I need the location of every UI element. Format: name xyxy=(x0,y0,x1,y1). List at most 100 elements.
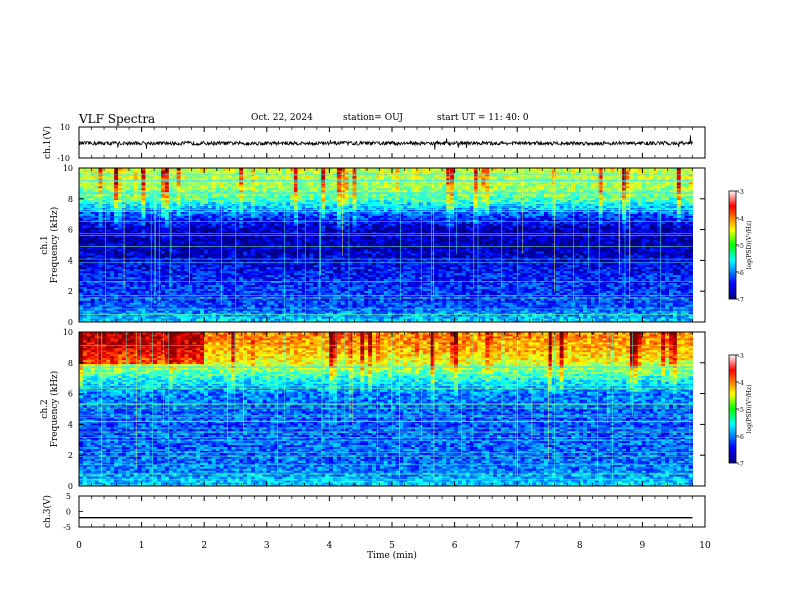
ch1-spectrogram-cell xyxy=(215,233,221,236)
ch1-spectrogram-cell xyxy=(145,229,150,232)
ch1-spectrogram-cell xyxy=(90,310,96,313)
ch1-spectrogram-cell xyxy=(102,292,107,295)
ch1-spectrogram-cell xyxy=(184,254,189,258)
ch1-spectrogram-cell xyxy=(110,241,115,244)
ch1-spectrogram-cell xyxy=(176,268,182,272)
ch1-spectrogram-cell xyxy=(133,270,139,274)
ch1-spectrogram-cell xyxy=(90,246,96,250)
ch1-spectrogram-cell xyxy=(168,256,174,260)
ch1-spectrogram-cell xyxy=(90,225,96,228)
ch1-spectrogram-cell xyxy=(133,227,139,230)
ch1-spectrogram-cell xyxy=(196,316,201,319)
ch1-spectrogram-cell xyxy=(102,284,107,287)
ch1-spectrogram-cell xyxy=(79,284,84,287)
ch1-spectrogram-cell xyxy=(106,308,111,311)
ch1-spectrogram-cell xyxy=(172,266,178,270)
ch1-spectrogram-cell xyxy=(133,268,139,272)
ch1-spectrogram-cell xyxy=(118,298,123,301)
ch1-spectrogram-cell xyxy=(192,168,197,171)
ch1-spectrogram-cell xyxy=(129,292,135,295)
ch1-spectrogram-cell xyxy=(114,187,119,191)
ch1-spectrogram-cell xyxy=(121,292,127,295)
ch1-spectrogram-cell xyxy=(172,250,178,254)
ch1-spectrogram-cell xyxy=(110,187,115,191)
ch1-spectrogram-cell xyxy=(90,168,96,171)
ch1-spectrogram-cell xyxy=(141,266,146,270)
ch1-spectrogram-cell xyxy=(94,254,100,258)
ch1-spectrogram-cell xyxy=(204,237,209,240)
ch1-spectrogram-cell xyxy=(157,304,162,307)
ch1-spectrogram-cell xyxy=(204,308,209,311)
ch1-spectrogram-cell xyxy=(211,195,217,199)
ch1-spectrogram-cell xyxy=(145,268,150,272)
ch1-spectrogram-cell xyxy=(196,260,201,264)
ch1-spectrogram-cell xyxy=(114,235,119,238)
ch1-spectrogram-cell xyxy=(98,197,103,201)
ch1-spectrogram-cell xyxy=(157,306,162,309)
ch1-spectrogram-cell xyxy=(94,316,100,319)
ch1-spectrogram-cell xyxy=(141,268,146,272)
ch1-spectrogram-cell xyxy=(133,171,139,175)
ch1-spectrogram-cell xyxy=(79,254,84,258)
ch1-spectrogram-cell xyxy=(180,189,186,193)
ch1-spectrogram-cell xyxy=(168,278,174,282)
ch1-spectrogram-cell xyxy=(215,302,221,305)
ch1-spectrogram-cell xyxy=(207,252,213,256)
ch1-spectrogram-cell xyxy=(133,308,139,311)
ch1-spectrogram-cell xyxy=(204,304,209,307)
ch1-spectrogram-cell xyxy=(79,175,84,179)
ch1-spectrogram-cell xyxy=(79,189,84,193)
ch1-spectrogram-cell xyxy=(145,252,150,256)
ch1-spectrogram-cell xyxy=(204,274,209,278)
ch1-spectrogram-cell xyxy=(82,173,88,177)
ch1-spectrogram-cell xyxy=(219,316,225,319)
ch1-spectrogram-cell xyxy=(184,296,189,299)
ch1-spectrogram-cell xyxy=(129,169,135,173)
ch1-spectrogram-cell xyxy=(172,252,178,256)
ch1-spectrogram-cell xyxy=(219,237,225,240)
ch1-spectrogram-cell xyxy=(129,256,135,260)
ch1-spectrogram-cell xyxy=(215,276,221,280)
ch1-spectrogram-cell xyxy=(137,243,143,246)
ch1-spectrogram-cell xyxy=(125,227,131,230)
ch1-spectrogram-cell xyxy=(188,201,193,205)
ch1-spectrogram-cell xyxy=(215,312,221,315)
ch1-spectrogram-cell xyxy=(207,314,213,317)
ch1-spectrogram-cell xyxy=(161,278,166,282)
ch1-spectrogram-cell xyxy=(106,252,111,256)
ch1-spectrogram-cell xyxy=(215,169,221,173)
ch1-spectrogram-cell xyxy=(110,296,115,299)
ch1-spectrogram-cell xyxy=(196,233,201,236)
ch1-spectrogram-cell xyxy=(180,306,186,309)
ch1-spectrogram-cell xyxy=(94,227,100,230)
ch1-spectrogram-cell xyxy=(106,290,111,293)
ch1-spectrogram-cell xyxy=(204,318,209,321)
ch1-spectrogram-cell xyxy=(102,302,107,305)
ch1-spectrogram-cell xyxy=(82,197,88,201)
ch1-spectrogram-cell xyxy=(188,225,193,228)
ch1-spectrogram-cell xyxy=(219,278,225,282)
ch1-spectrogram-cell xyxy=(157,320,162,323)
ch1-spectrogram-cell xyxy=(121,310,127,313)
ch1-spectrogram-cell xyxy=(86,168,92,171)
ch1-spectrogram-cell xyxy=(180,276,186,280)
ch1-spectrogram-cell xyxy=(196,290,201,293)
ch1-spectrogram-cell xyxy=(137,215,143,218)
ch1-spectrogram-cell xyxy=(102,286,107,289)
ch1-spectrogram-cell xyxy=(172,296,178,299)
ch1-spectrogram-cell xyxy=(211,260,217,264)
ch1-spectrogram-cell xyxy=(188,250,193,254)
ch1-spectrogram-cell xyxy=(133,262,139,266)
ch1-spectrogram-cell xyxy=(114,268,119,272)
ch1-spectrogram-cell xyxy=(141,246,146,250)
ch1-spectrogram-cell xyxy=(133,258,139,262)
ch1-spectrogram-cell xyxy=(207,229,213,232)
ch1-spectrogram-cell xyxy=(184,197,189,201)
ch1-spectrogram-cell xyxy=(141,231,146,234)
ch1-spectrogram-cell xyxy=(114,223,119,226)
ch1-spectrogram-cell xyxy=(204,239,209,242)
ch1-spectrogram-cell xyxy=(192,284,197,287)
ch1-spectrogram-cell xyxy=(172,310,178,313)
ch1-spectrogram-cell xyxy=(114,266,119,270)
ch1-spectrogram-cell xyxy=(188,316,193,319)
